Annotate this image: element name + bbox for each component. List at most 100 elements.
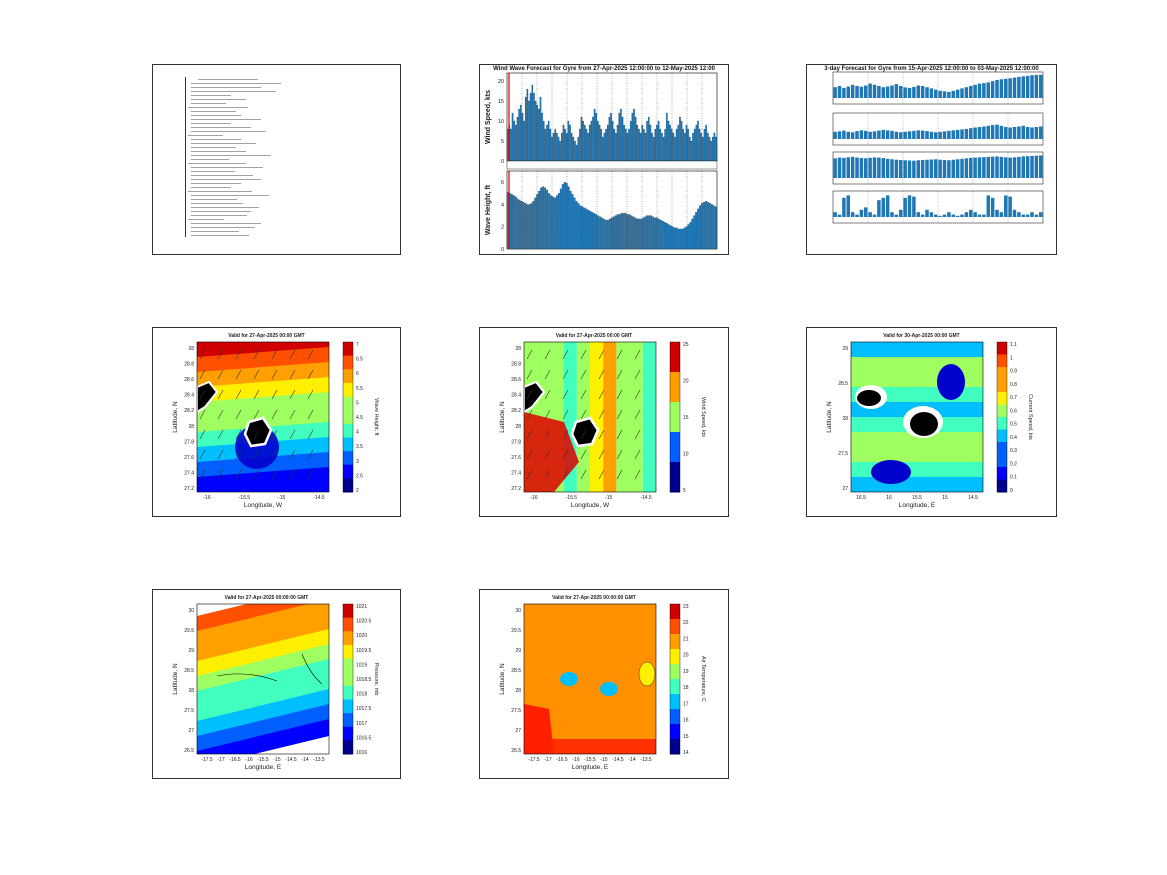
data-bar xyxy=(621,116,624,162)
colorbar-tick-label: 10 xyxy=(683,452,689,458)
wind-wave-timeseries-panel: Wind Wave Forecast for Gyre from 27-Apr-… xyxy=(479,64,729,255)
colorbar-segment xyxy=(670,634,680,650)
data-bar xyxy=(973,127,977,139)
text-line xyxy=(191,159,229,160)
wind-arrow xyxy=(199,349,206,360)
data-bar xyxy=(510,194,513,250)
y-tick-label: 28.6 xyxy=(511,377,521,383)
colorbar-tick-label: 0.6 xyxy=(1010,408,1017,414)
x-tick-label: -16.5 xyxy=(229,757,241,763)
data-bar xyxy=(529,92,532,162)
x-tick-label: -16 xyxy=(530,495,537,501)
text-line xyxy=(191,139,241,140)
contour-band xyxy=(197,659,329,708)
data-bar xyxy=(890,159,894,178)
data-bar xyxy=(969,209,973,217)
y-tick-label: 29.5 xyxy=(184,628,194,634)
data-bar xyxy=(881,158,886,178)
wind-arrow xyxy=(289,449,296,460)
contour-band xyxy=(851,342,983,357)
data-bar xyxy=(658,218,660,250)
text-margin-rule xyxy=(185,77,186,237)
text-line xyxy=(191,199,237,200)
data-bar xyxy=(642,217,645,250)
data-bar xyxy=(964,212,969,217)
data-bar xyxy=(951,130,956,139)
data-bar xyxy=(693,128,696,162)
data-bar xyxy=(885,195,890,217)
y-tick-label: 27.4 xyxy=(184,470,194,476)
data-bar xyxy=(581,206,584,250)
colorbar-segment xyxy=(997,354,1007,368)
colorbar-segment xyxy=(343,478,353,493)
data-bar xyxy=(542,120,545,162)
data-bar xyxy=(942,214,947,217)
x-tick-label: -16 xyxy=(245,757,252,763)
data-bar xyxy=(977,214,982,217)
data-bar xyxy=(652,216,654,250)
data-bar xyxy=(916,212,921,217)
colorbar-tick-label: 6 xyxy=(356,371,359,377)
wind-arrow xyxy=(235,369,242,380)
data-bar xyxy=(530,203,533,250)
wind-arrow xyxy=(289,369,296,380)
data-bar xyxy=(532,200,535,250)
wind-arrow xyxy=(307,369,314,380)
data-bar xyxy=(713,132,716,162)
data-bar xyxy=(850,156,855,178)
contour-band xyxy=(576,342,590,492)
x-tick-label: -14.5 xyxy=(285,757,297,763)
data-bar xyxy=(960,129,964,139)
data-bar xyxy=(548,193,550,250)
wind-arrow xyxy=(562,389,569,400)
text-line xyxy=(198,79,258,80)
data-bar xyxy=(593,108,596,162)
colorbar-label: Pressure, mb xyxy=(373,663,379,696)
data-bar xyxy=(964,87,969,98)
text-line xyxy=(191,175,253,176)
y-tick-label: 5 xyxy=(501,139,504,145)
wind-arrow xyxy=(544,409,551,420)
multi-timeseries-chart xyxy=(832,71,1044,224)
data-bar xyxy=(512,195,515,250)
y-tick-label: 27.8 xyxy=(184,439,194,445)
data-bar xyxy=(1012,209,1017,217)
colorbar-segment xyxy=(343,713,353,728)
text-line xyxy=(191,119,261,120)
colorbar-tick-label: 15 xyxy=(683,415,689,421)
wind-arrow xyxy=(616,469,623,480)
wind-arrow xyxy=(526,389,533,400)
wind-arrow xyxy=(271,469,278,480)
data-bar xyxy=(977,157,982,178)
x-tick-label: 15.5 xyxy=(912,495,922,501)
colorbar-segment xyxy=(670,664,680,680)
data-bar xyxy=(864,130,868,139)
colorbar-label: Air Temperature, C xyxy=(700,656,706,702)
x-tick-label: -15.5 xyxy=(239,495,251,501)
data-bar xyxy=(562,124,565,162)
data-bar xyxy=(942,160,947,178)
data-bar xyxy=(1039,155,1043,178)
data-bar xyxy=(903,87,907,98)
data-bar xyxy=(687,128,689,162)
data-bar xyxy=(920,214,925,217)
data-bar xyxy=(907,131,912,139)
text-line xyxy=(191,151,246,152)
colorbar-segment xyxy=(997,442,1007,455)
left-mask xyxy=(153,590,197,778)
data-bar xyxy=(674,136,676,162)
text-line xyxy=(191,195,269,196)
data-bar xyxy=(1030,212,1034,217)
data-bar xyxy=(872,157,877,178)
data-bar xyxy=(833,158,837,178)
data-bar xyxy=(929,131,934,139)
data-bar xyxy=(1012,157,1017,178)
data-bar xyxy=(833,131,837,139)
colorbar-frame xyxy=(342,603,354,755)
data-bar xyxy=(925,159,929,178)
y-tick-label: 28 xyxy=(842,416,848,422)
data-bar xyxy=(881,87,886,98)
data-bar xyxy=(552,196,554,250)
data-bar xyxy=(685,226,688,250)
wind-arrow xyxy=(580,449,587,460)
